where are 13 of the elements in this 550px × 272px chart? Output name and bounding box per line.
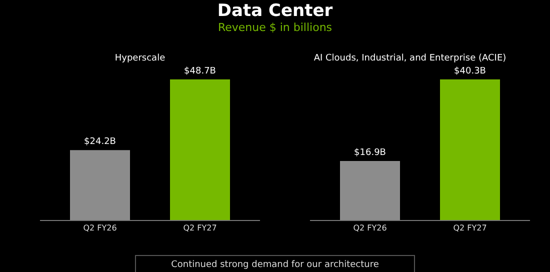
x-tick-label: Q2 FY26 xyxy=(83,224,117,233)
data-label: $16.9B xyxy=(354,148,386,158)
data-label: $48.7B xyxy=(184,66,216,76)
text: Revenue $ in billions xyxy=(216,21,334,34)
data-label: $40.3B xyxy=(454,66,486,76)
chart-title: AI Clouds, Industrial, and Enterprise (ACIE) xyxy=(314,54,506,64)
data-label: $24.2B xyxy=(84,137,116,148)
chart-title: Hyperscale xyxy=(114,54,166,64)
text: Data Center xyxy=(217,1,333,21)
x-tick-label: Q2 FY26 xyxy=(353,224,387,233)
text: Continued strong demand for our architecture xyxy=(135,255,415,272)
x-tick-label: Q2 FY27 xyxy=(183,224,217,233)
x-tick-label: Q2 FY27 xyxy=(453,224,487,233)
